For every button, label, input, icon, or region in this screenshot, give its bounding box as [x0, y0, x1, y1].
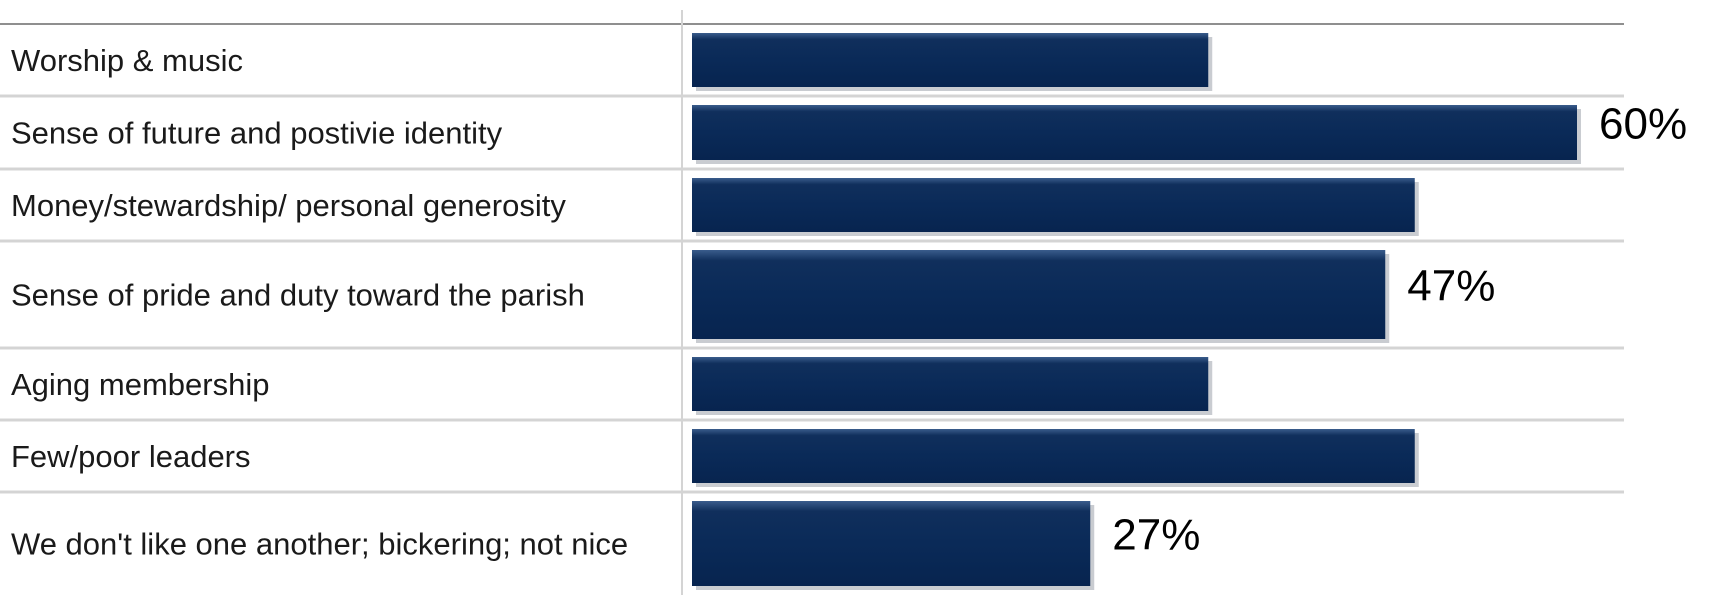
- category-label: Worship & music: [11, 43, 243, 78]
- category-label: Sense of future and postivie identity: [11, 116, 503, 151]
- category-label: Few/poor leaders: [11, 439, 251, 474]
- bar: [692, 429, 1415, 483]
- data-label: 27%: [1112, 511, 1200, 560]
- bar: [692, 357, 1209, 411]
- category-label: We don't like one another; bickering; no…: [11, 527, 628, 562]
- bar: [692, 33, 1209, 87]
- data-label: 47%: [1407, 262, 1495, 311]
- data-label: 60%: [1599, 100, 1687, 149]
- bar: [692, 105, 1577, 160]
- category-label: Aging membership: [11, 367, 269, 402]
- data-labels: 60% 47% 27%: [1112, 100, 1687, 560]
- bar: [692, 250, 1386, 339]
- bar: [692, 501, 1091, 586]
- bar: [692, 178, 1415, 232]
- category-label: Sense of pride and duty toward the paris…: [11, 278, 585, 313]
- category-label: Money/stewardship/ personal generosity: [11, 188, 566, 223]
- grid-lines: [0, 10, 1624, 595]
- category-labels: Worship & music Sense of future and posti…: [11, 43, 628, 562]
- bars: [692, 33, 1581, 590]
